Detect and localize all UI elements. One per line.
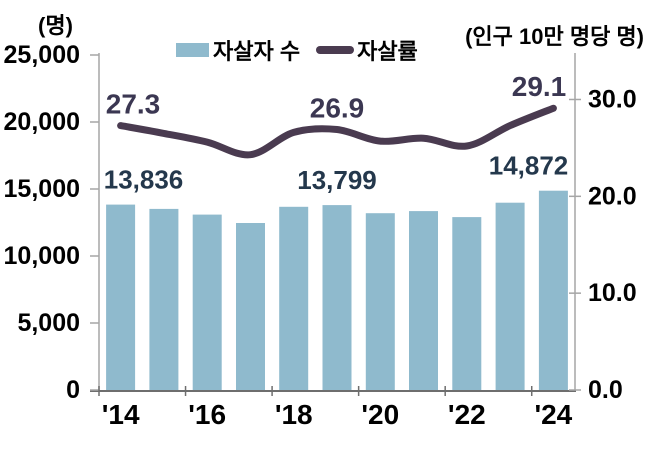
x-axis-label: '14 xyxy=(102,399,140,430)
bar-2024 xyxy=(538,190,568,391)
bar-2015 xyxy=(149,208,179,391)
bar-2023 xyxy=(495,202,525,391)
x-axis-label: '24 xyxy=(534,399,572,430)
right-axis-tick-label: 20.0 xyxy=(588,182,637,210)
bar-value-label: 13,836 xyxy=(104,165,184,195)
bar-2020 xyxy=(365,213,395,391)
bar-2014 xyxy=(106,204,136,391)
bar-2022 xyxy=(452,217,482,391)
rate-value-label: 26.9 xyxy=(310,93,365,124)
x-axis-label: '22 xyxy=(448,399,486,430)
rate-value-label: 29.1 xyxy=(512,71,567,102)
bar-2018 xyxy=(279,206,309,391)
bar-2016 xyxy=(192,214,222,391)
left-axis-unit-label: (명) xyxy=(38,13,73,38)
left-axis-tick-label: 25,000 xyxy=(4,41,80,69)
right-axis-tick-label: 10.0 xyxy=(588,279,637,307)
bar-2017 xyxy=(236,223,265,391)
left-axis-tick-label: 5,000 xyxy=(17,309,80,337)
legend-line-swatch xyxy=(316,46,355,54)
legend-bar-swatch xyxy=(176,43,209,57)
left-axis-tick-label: 15,000 xyxy=(4,175,80,203)
left-axis-tick-label: 0 xyxy=(66,376,80,404)
rate-line xyxy=(117,104,557,159)
legend-line-label: 자살률 xyxy=(357,39,418,64)
rate-value-label: 27.3 xyxy=(106,89,161,120)
x-axis-label: '20 xyxy=(361,399,399,430)
left-axis-tick-label: 10,000 xyxy=(4,242,80,270)
legend: 자살자 수 자살률 xyxy=(176,34,418,66)
bar-2021 xyxy=(409,211,438,391)
bar-value-label: 13,799 xyxy=(297,165,377,195)
right-axis-unit-label: (인구 10만 명당 명) xyxy=(465,24,644,49)
x-axis-label: '16 xyxy=(188,399,226,430)
right-axis-tick-label: 30.0 xyxy=(588,85,637,113)
left-axis-tick-label: 20,000 xyxy=(4,108,80,136)
right-axis-tick-label: 0.0 xyxy=(588,376,623,404)
bar-2019 xyxy=(322,205,352,391)
x-axis-label: '18 xyxy=(275,399,313,430)
bar-value-label: 14,872 xyxy=(489,151,569,181)
legend-bar-label: 자살자 수 xyxy=(213,39,301,64)
